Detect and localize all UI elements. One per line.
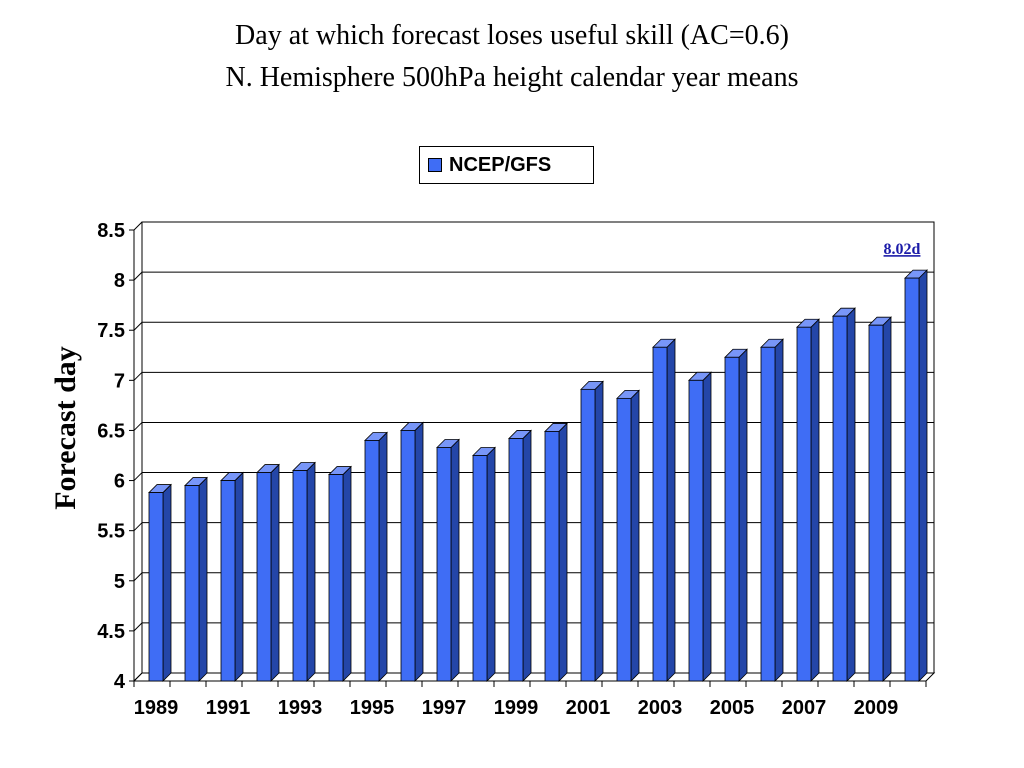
grid-depth-line xyxy=(133,622,143,632)
grid-depth-line xyxy=(133,422,143,431)
bar-side xyxy=(594,380,604,682)
bar-side xyxy=(702,371,712,682)
data-label-annotation: 8.02d xyxy=(884,241,921,258)
bar-side xyxy=(630,389,640,682)
bar-2001 xyxy=(580,388,596,682)
x-tick-label: 2009 xyxy=(854,697,899,719)
x-tick-label: 1995 xyxy=(350,697,395,719)
y-tick-label: 8.5 xyxy=(97,220,125,242)
bar-1991 xyxy=(220,480,236,682)
x-tick-label: 2007 xyxy=(782,697,827,719)
bar-2007 xyxy=(796,326,812,682)
bar-2005 xyxy=(724,356,740,682)
x-tick-label: 1991 xyxy=(206,697,251,719)
y-tick-label: 7.5 xyxy=(97,320,125,342)
bar-1997 xyxy=(436,447,452,682)
bar-side xyxy=(414,421,424,682)
bar-2000 xyxy=(544,431,560,682)
x-tick-label: 1997 xyxy=(422,697,467,719)
bar-side xyxy=(774,338,784,682)
bar-2008 xyxy=(832,315,848,682)
bar-1996 xyxy=(400,430,416,682)
bar-side xyxy=(270,463,280,682)
bar-side xyxy=(558,422,568,682)
y-tick-label: 8 xyxy=(114,270,125,292)
legend-label: NCEP/GFS xyxy=(449,153,552,176)
bar-side xyxy=(666,338,676,682)
y-tick-label: 5 xyxy=(114,571,125,593)
grid-depth-line xyxy=(133,672,143,682)
bar-side xyxy=(918,269,928,682)
bar-side xyxy=(882,316,892,682)
bar-2004 xyxy=(688,379,704,682)
bar-2009 xyxy=(868,324,884,682)
y-tick-label: 6 xyxy=(114,471,125,493)
x-tick-label: 2001 xyxy=(566,697,611,719)
grid-depth-line xyxy=(133,472,143,481)
x-tick-label: 2003 xyxy=(638,697,683,719)
bar-2010 xyxy=(904,277,920,682)
bar-1992 xyxy=(256,472,272,682)
y-tick-label: 4.5 xyxy=(97,621,125,643)
bar-1993 xyxy=(292,470,308,682)
bar-side xyxy=(234,471,244,682)
x-tick-label: 1989 xyxy=(134,697,179,719)
bar-1990 xyxy=(184,485,200,682)
y-tick-label: 5.5 xyxy=(97,521,125,543)
bar-side xyxy=(162,483,172,682)
bar-2003 xyxy=(652,346,668,682)
chart-title: Day at which forecast loses useful skill… xyxy=(235,20,789,51)
bar-2002 xyxy=(616,397,632,682)
grid-depth-line xyxy=(133,221,143,231)
y-tick-label: 6.5 xyxy=(97,420,125,442)
bar-1989 xyxy=(148,492,164,682)
grid-depth-line xyxy=(133,371,143,381)
legend: NCEP/GFS xyxy=(419,146,594,184)
bar-side xyxy=(198,476,208,682)
bar-1999 xyxy=(508,438,524,682)
bar-1994 xyxy=(328,474,344,682)
bar-side xyxy=(810,318,820,682)
y-tick-label: 7 xyxy=(114,370,125,392)
chart-subtitle: N. Hemisphere 500hPa height calendar yea… xyxy=(225,62,799,93)
bar-side xyxy=(450,438,460,682)
bar-1995 xyxy=(364,440,380,682)
bar-side xyxy=(738,348,748,682)
y-tick-label: 4 xyxy=(114,671,126,693)
bar-2006 xyxy=(760,346,776,682)
bar-side xyxy=(846,307,856,682)
grid-depth-line xyxy=(133,271,143,281)
bar-side xyxy=(522,429,532,682)
grid-depth-line xyxy=(133,572,143,582)
bar-side xyxy=(306,461,316,682)
bar-1998 xyxy=(472,455,488,682)
bar-side xyxy=(378,431,388,682)
legend-swatch xyxy=(428,158,442,172)
grid-depth-line xyxy=(133,522,143,532)
x-tick-label: 1999 xyxy=(494,697,539,719)
x-tick-label: 2005 xyxy=(710,697,755,719)
grid-depth-line xyxy=(133,321,143,331)
bar-side xyxy=(486,446,496,682)
x-tick-label: 1993 xyxy=(278,697,323,719)
bar-side xyxy=(342,465,352,682)
